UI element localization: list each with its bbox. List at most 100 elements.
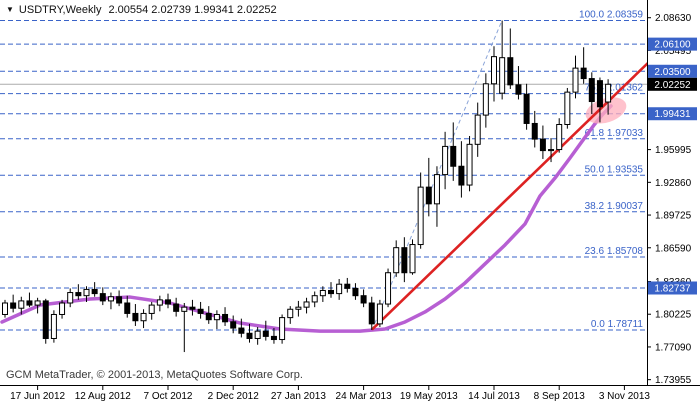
candle[interactable] <box>148 301 155 320</box>
candle[interactable] <box>580 47 587 84</box>
candle[interactable] <box>564 87 571 129</box>
candle[interactable] <box>507 28 514 90</box>
candle[interactable] <box>213 310 220 330</box>
candle[interactable] <box>10 294 17 313</box>
candle[interactable] <box>482 73 489 128</box>
candle[interactable] <box>548 138 555 163</box>
candle[interactable] <box>2 299 8 318</box>
candle[interactable] <box>254 327 261 345</box>
candle[interactable] <box>433 166 440 227</box>
candle[interactable] <box>75 284 82 300</box>
candle[interactable] <box>474 102 481 157</box>
candle[interactable] <box>596 77 603 123</box>
moving-average-line[interactable] <box>0 104 613 333</box>
candle[interactable] <box>336 278 343 300</box>
x-axis-label: 27 Jan 2013 <box>271 391 326 402</box>
candle[interactable] <box>222 307 229 326</box>
fib-level-label: 23.6 1.85708 <box>585 246 644 257</box>
candle[interactable] <box>67 288 74 308</box>
candle[interactable] <box>197 301 204 319</box>
candle[interactable] <box>270 328 277 344</box>
candle[interactable] <box>116 290 123 307</box>
candle[interactable] <box>539 125 546 159</box>
candle[interactable] <box>230 315 237 334</box>
candle[interactable] <box>124 295 131 318</box>
candle[interactable] <box>26 292 33 308</box>
candle[interactable] <box>442 131 449 190</box>
candle[interactable] <box>466 135 473 192</box>
plot-area[interactable]: 100.0 2.08359 76.4 2.01362 61.8 1.97033 50.… <box>0 10 648 353</box>
candle[interactable] <box>189 299 196 316</box>
candle[interactable] <box>360 289 367 308</box>
candle[interactable] <box>572 55 579 99</box>
symbol-dropdown-icon[interactable]: ▼ <box>6 5 14 14</box>
candle[interactable] <box>83 286 90 302</box>
svg-text:2.03500: 2.03500 <box>654 67 691 78</box>
candle[interactable] <box>173 297 180 317</box>
candle[interactable] <box>556 118 563 153</box>
candle[interactable] <box>368 296 375 331</box>
candle[interactable] <box>91 282 98 297</box>
candle[interactable] <box>417 172 424 249</box>
candle[interactable] <box>385 268 392 308</box>
candle[interactable] <box>515 66 522 100</box>
candle[interactable] <box>499 20 506 100</box>
candle[interactable] <box>605 79 612 115</box>
candle[interactable] <box>156 295 163 312</box>
candle[interactable] <box>409 239 416 275</box>
candle[interactable] <box>181 302 188 353</box>
x-axis-label: 2 Dec 2012 <box>208 391 260 402</box>
candle[interactable] <box>303 297 310 314</box>
candle[interactable] <box>279 314 286 344</box>
candle[interactable] <box>523 83 530 130</box>
candle[interactable] <box>238 318 245 338</box>
ellipse-highlight[interactable] <box>582 93 629 129</box>
candle[interactable] <box>205 306 212 324</box>
candle[interactable] <box>287 306 294 324</box>
candle[interactable] <box>458 141 465 198</box>
candle[interactable] <box>165 293 171 309</box>
level-price-badge: 2.03500 <box>648 64 697 78</box>
x-axis-label: 14 Jul 2013 <box>468 391 520 402</box>
candle[interactable] <box>531 110 538 148</box>
x-axis-label: 3 Nov 2013 <box>599 391 651 402</box>
copyright-label: GCM MetaTrader, © 2001-2013, MetaQuotes … <box>6 369 303 381</box>
candle[interactable] <box>376 299 383 328</box>
candle[interactable] <box>99 287 106 306</box>
x-axis-label: 12 Aug 2012 <box>75 391 132 402</box>
level-price-badge: 1.82737 <box>648 281 697 295</box>
candle[interactable] <box>295 300 302 317</box>
candle[interactable] <box>319 286 326 302</box>
candle[interactable] <box>588 72 595 115</box>
candle[interactable] <box>50 310 57 343</box>
candle[interactable] <box>42 298 49 344</box>
candle[interactable] <box>262 320 269 341</box>
candle[interactable] <box>246 323 253 343</box>
time-axis[interactable]: 17 Jun 2012 12 Aug 2012 7 Oct 2012 2 Dec 20… <box>10 386 650 402</box>
candle[interactable] <box>140 309 147 329</box>
candle[interactable] <box>491 46 497 102</box>
price-axis[interactable]: 2.08630 2.05495 1.95995 1.92860 1.89725 1.865… <box>647 13 697 386</box>
candle[interactable] <box>107 292 114 310</box>
candle[interactable] <box>132 304 139 326</box>
candle[interactable] <box>401 237 408 283</box>
candle[interactable] <box>344 277 351 293</box>
level-price-badge: 2.06100 <box>648 37 697 51</box>
candle[interactable] <box>18 296 25 315</box>
x-axis-label: 19 May 2013 <box>400 391 458 402</box>
candle[interactable] <box>450 122 457 181</box>
red-trendline[interactable] <box>371 62 648 331</box>
y-axis-label: 1.89725 <box>655 211 692 222</box>
candle[interactable] <box>311 291 318 308</box>
svg-text:1.82737: 1.82737 <box>654 283 691 294</box>
candle[interactable] <box>59 299 66 319</box>
candle[interactable] <box>425 157 432 217</box>
candle[interactable] <box>352 283 359 300</box>
candle[interactable] <box>34 297 41 314</box>
candle[interactable] <box>393 240 400 277</box>
fib-level-label: 61.8 1.97033 <box>585 128 644 139</box>
candle[interactable] <box>328 282 334 298</box>
fib-level-label: 0.0 1.78711 <box>591 319 644 330</box>
